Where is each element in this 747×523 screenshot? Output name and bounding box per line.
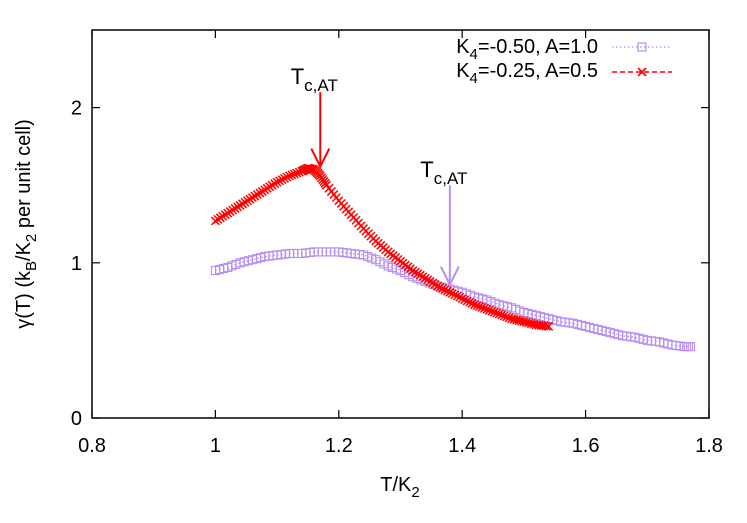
data-point-cross [450, 290, 460, 300]
x-tick-label: 1.8 [695, 435, 723, 457]
data-point-cross [479, 303, 489, 313]
data-point-cross [287, 170, 297, 180]
y-tick-label: 0 [71, 408, 82, 430]
data-point-cross [484, 305, 494, 315]
y-axis-label: γ(T) (kB/K2 per unit cell) [13, 119, 40, 329]
y-tick-label: 2 [71, 98, 82, 120]
data-point-cross [474, 302, 485, 312]
data-point-cross [272, 177, 282, 187]
data-point-cross [275, 176, 285, 186]
legend-label-1: K4=-0.50, A=1.0 [456, 36, 598, 63]
data-point-cross [499, 311, 509, 321]
annotation-label: Tc,AT [291, 64, 338, 95]
data-point-cross [482, 304, 492, 314]
data-point-cross [455, 292, 465, 302]
data-point-cross [477, 302, 487, 313]
legend: K4=-0.50, A=1.0 K4=-0.25, A=0.5 [456, 36, 672, 87]
y-axis-label-sub-b: B [23, 261, 40, 271]
data-point-cross [457, 293, 467, 304]
data-point-cross [494, 309, 504, 319]
x-axis-label-sub: 2 [411, 484, 419, 501]
annotation-layer: Tc,AT Tc,AT [291, 64, 467, 287]
y-axis-ticks: 0 1 2 [71, 98, 709, 430]
data-point-cross [467, 298, 477, 308]
data-point-cross [284, 171, 294, 181]
x-tick-label: 1.4 [448, 435, 476, 457]
series-1 [210, 247, 696, 352]
y-tick-label: 1 [71, 253, 82, 275]
data-point-cross [279, 173, 290, 183]
data-point-cross [292, 168, 302, 178]
data-point-cross [442, 286, 452, 296]
data-point-cross [452, 291, 462, 301]
data-point-cross [470, 300, 480, 310]
data-point-cross [497, 310, 507, 320]
data-point-cross [437, 284, 447, 294]
plot-frame [91, 29, 710, 419]
tc-annotation-2: Tc,AT [420, 157, 467, 287]
data-point-cross [460, 295, 470, 305]
data-point-cross [289, 169, 299, 179]
data-point-cross [277, 175, 287, 185]
data-point-cross [432, 281, 443, 291]
data-point-cross [440, 285, 450, 295]
annotation-arrow-head [439, 266, 460, 287]
series-2 [210, 163, 554, 331]
legend-marker-square [637, 42, 647, 52]
x-tick-label: 1.6 [572, 435, 600, 457]
legend-marker-cross [637, 67, 647, 77]
data-point-cross [465, 297, 475, 307]
data-point-cross [504, 313, 514, 323]
x-tick-label: 0.8 [78, 435, 106, 457]
data-point-cross [282, 172, 292, 182]
data-point-cross [492, 308, 502, 318]
data-point-cross [447, 288, 457, 299]
x-tick-label: 1.2 [325, 435, 353, 457]
data-point-cross [502, 312, 512, 322]
annotation-label: Tc,AT [420, 157, 467, 188]
annotation-arrow-head [310, 148, 331, 169]
data-point-cross [487, 306, 497, 316]
data-point-cross [544, 321, 554, 331]
data-point-cross [462, 296, 472, 306]
series-line [215, 251, 691, 348]
y-axis-label-post: per unit cell) [13, 119, 35, 234]
series-layer [210, 163, 696, 352]
x-axis-ticks: 0.8 1 1.2 1.4 1.6 1.8 [78, 30, 723, 457]
data-point-cross [445, 287, 455, 297]
y-axis-label-mid: /K [13, 241, 35, 261]
x-tick-label: 1 [210, 435, 221, 457]
y-axis-label-sub-2: 2 [23, 234, 40, 242]
y-axis-label-pre: γ(T) (k [13, 270, 35, 329]
data-point-square [685, 342, 696, 352]
x-axis-label: T/K2 [380, 474, 419, 501]
data-point-cross [541, 321, 551, 331]
x-axis-label-base: T/K [380, 474, 412, 496]
data-point-cross [489, 307, 499, 317]
data-point-cross [435, 282, 445, 292]
tc-annotation-1: Tc,AT [291, 64, 338, 169]
legend-label-2: K4=-0.25, A=0.5 [456, 60, 598, 87]
data-point-cross [472, 301, 482, 311]
